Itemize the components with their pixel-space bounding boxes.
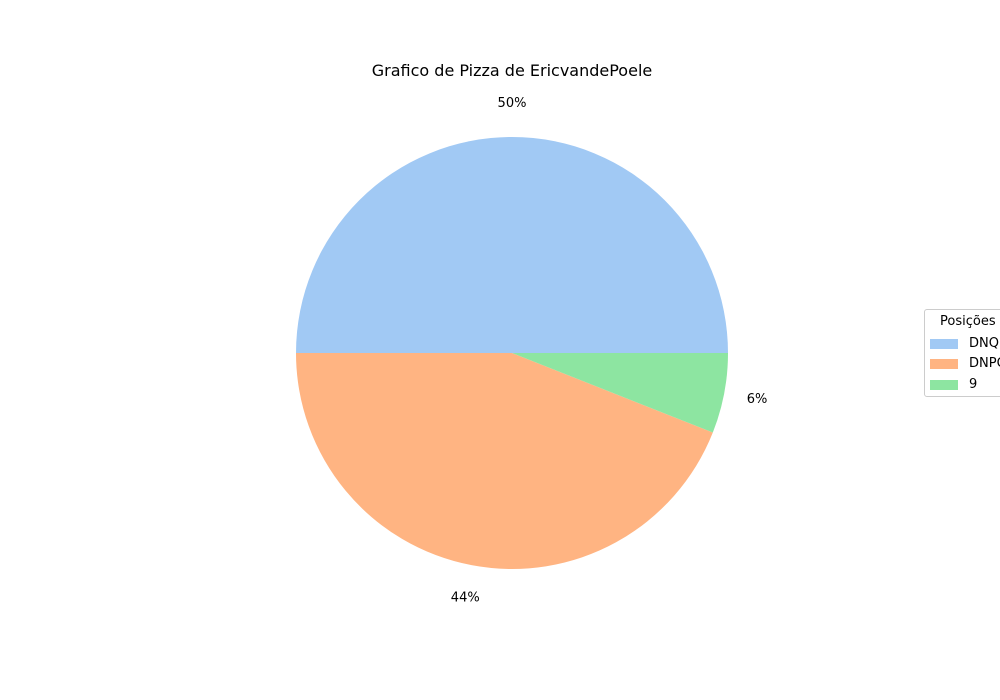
legend-swatch-dnq (930, 339, 958, 349)
legend-swatch-dnpq (930, 359, 958, 369)
pie-slices (296, 137, 728, 569)
pie-slice-dnpq (296, 353, 713, 569)
legend-swatch-9 (930, 380, 958, 390)
chart-title: Grafico de Pizza de EricvandePoele (372, 61, 652, 80)
pie-label-dnpq: 44% (451, 591, 480, 606)
pie-slice-9 (512, 353, 728, 433)
pie-slice-dnq (296, 137, 728, 353)
pie-label-dnq: 50% (498, 96, 527, 111)
legend-label-dnq: DNQ (969, 336, 999, 351)
pie-label-9: 6% (747, 392, 768, 407)
legend-label-9: 9 (969, 377, 978, 392)
legend: Posições DNQ DNPQ 9 (924, 309, 1000, 397)
pie-percent-labels: 50% 44% 6% (451, 96, 768, 606)
legend-title: Posições (940, 314, 996, 329)
legend-label-dnpq: DNPQ (969, 356, 1000, 371)
